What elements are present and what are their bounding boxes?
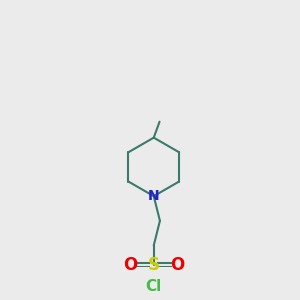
Text: S: S: [148, 256, 160, 274]
Text: Cl: Cl: [146, 279, 162, 294]
Text: O: O: [124, 256, 138, 274]
Text: N: N: [148, 189, 160, 203]
Text: O: O: [170, 256, 184, 274]
